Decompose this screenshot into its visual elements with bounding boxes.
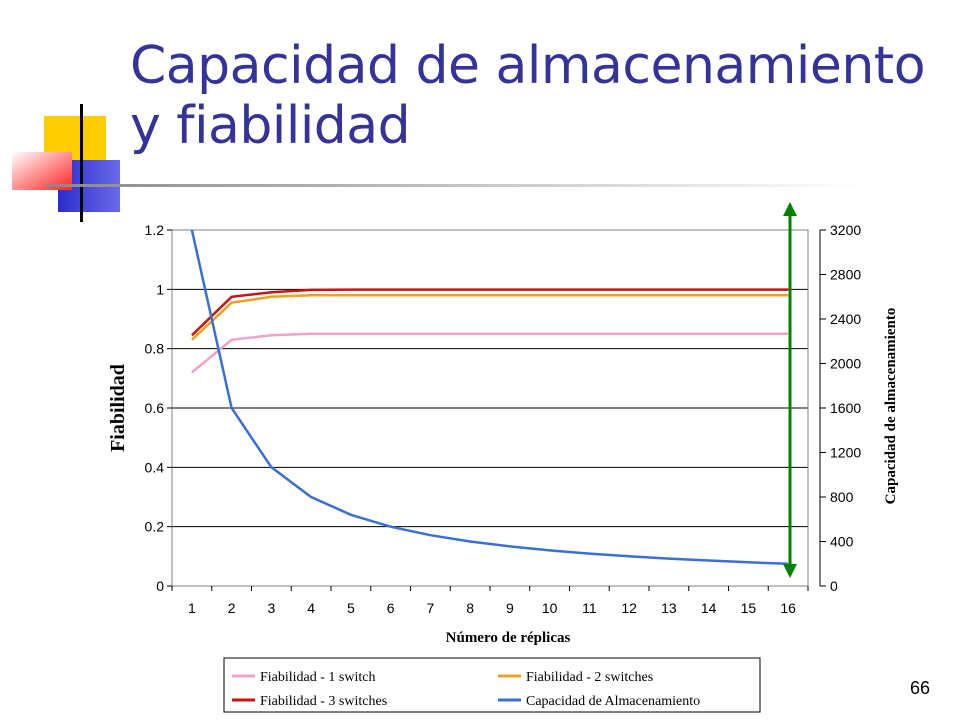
- slide-title-line-2: y fiabilidad: [130, 96, 411, 156]
- y-left-tick-label: 0.6: [145, 400, 165, 416]
- slide-number: 66: [909, 678, 931, 698]
- y-axis-right-title: Capacidad de almacenamiento: [883, 308, 899, 505]
- legend-label-3: Fiabilidad - 3 switches: [260, 694, 387, 709]
- legend-label-2: Fiabilidad - 2 switches: [526, 670, 653, 685]
- x-tick-label: 5: [347, 600, 355, 616]
- y-axis-left-title: Fiabilidad: [107, 364, 129, 452]
- legend-frame: [223, 657, 761, 713]
- x-tick-label: 13: [661, 600, 677, 616]
- y-right-tick-label: 1600: [830, 400, 861, 416]
- x-axis-title: Número de réplicas: [446, 630, 571, 646]
- decor-vertical-line: [80, 104, 83, 222]
- series-lines: [190, 230, 789, 566]
- y-right-tick-label: 2400: [830, 311, 861, 327]
- legend-label-1: Fiabilidad - 1 switch: [260, 670, 376, 685]
- y-right-tick-label: 2000: [830, 356, 861, 372]
- y-right-tick-label: 800: [830, 489, 854, 505]
- legend: Fiabilidad - 1 switch Fiabilidad - 2 swi…: [223, 657, 761, 713]
- decor-red-square: [12, 152, 72, 190]
- y-right-tick-label: 2800: [830, 267, 861, 283]
- x-tick-label: 2: [228, 600, 236, 616]
- legend-label-4: Capacidad de Almacenamiento: [526, 694, 700, 709]
- y-left-tick-label: 1: [156, 281, 164, 297]
- x-axis: 1 2 3 4 5 6 7 8 9 10 11 12 13 14 15 16: [171, 586, 809, 616]
- double-arrow-icon: [783, 202, 797, 578]
- plot-area: 00.20.40.60.811.2 0400800120016002000240…: [107, 222, 899, 646]
- y-right-tick-label: 0: [830, 578, 838, 594]
- slide-title-line-1: Capacidad de almacenamiento: [130, 36, 926, 96]
- y-left-tick-label: 1.2: [145, 222, 165, 238]
- y-axis-left: 0 0.2 0.4 0.6 0.8 1 1.2: [145, 222, 172, 594]
- x-tick-label: 11: [582, 600, 597, 616]
- x-tick-label: 1: [188, 600, 196, 616]
- slide-decoration: [12, 104, 866, 222]
- x-tick-label: 6: [387, 600, 395, 616]
- decor-horizontal-line: [46, 184, 866, 187]
- x-tick-label: 12: [621, 600, 637, 616]
- series-line-1: [191, 332, 789, 374]
- y-axis-right: 0 400 800 1200 1600 2000 2400 2800 3200: [819, 222, 861, 594]
- y-right-tick-label: 400: [830, 534, 854, 550]
- slide-title: Capacidad de almacenamiento y fiabilidad: [130, 36, 926, 156]
- y-left-tick-label: 0.8: [145, 341, 165, 357]
- y-right-tick-label: 3200: [830, 222, 861, 238]
- series-line-4: [190, 230, 789, 566]
- y-left-tick-label: 0.2: [145, 519, 165, 535]
- y-left-tick-label: 0: [156, 578, 164, 594]
- x-tick-label: 7: [426, 600, 434, 616]
- x-tick-label: 16: [780, 600, 796, 616]
- x-tick-label: 10: [542, 600, 558, 616]
- x-tick-label: 4: [307, 600, 315, 616]
- x-tick-label: 9: [506, 600, 514, 616]
- y-right-tick-label: 1200: [830, 445, 861, 461]
- x-tick-label: 14: [701, 600, 717, 616]
- y-left-tick-label: 0.4: [145, 459, 165, 475]
- x-tick-label: 15: [741, 600, 757, 616]
- gridlines: [172, 229, 808, 587]
- series-line-2: [191, 294, 789, 341]
- x-tick-label: 3: [267, 600, 275, 616]
- x-tick-label: 8: [466, 600, 474, 616]
- series-line-3: [191, 288, 789, 337]
